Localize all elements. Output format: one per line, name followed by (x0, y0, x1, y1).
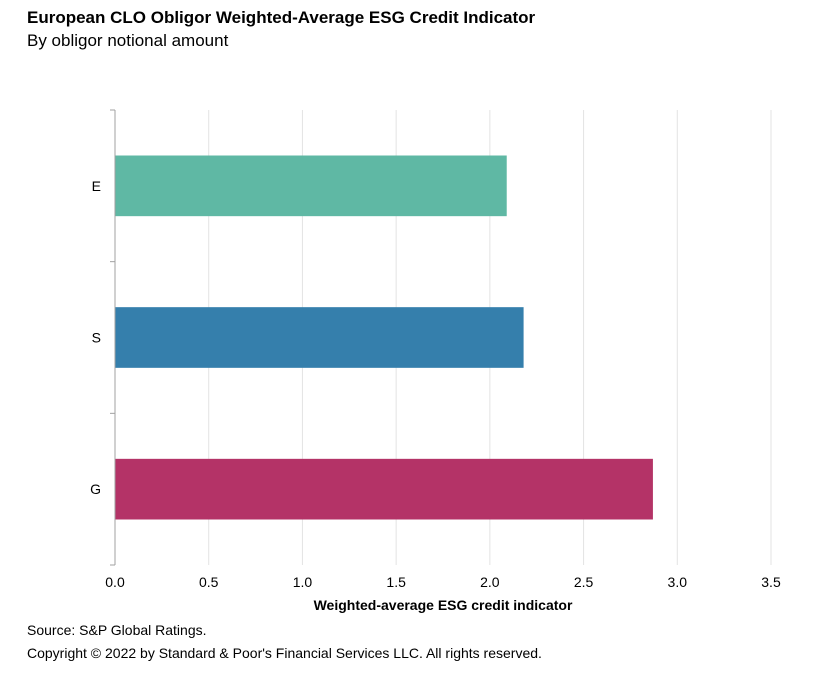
chart-title: European CLO Obligor Weighted-Average ES… (27, 8, 536, 27)
y-category-label: S (92, 330, 101, 346)
axes (110, 109, 116, 566)
x-tick-label: 1.5 (386, 574, 406, 590)
x-tick-labels: 0.0 0.5 1.0 1.5 2.0 2.5 3.0 3.5 (105, 574, 781, 590)
x-tick-label: 2.0 (480, 574, 500, 590)
x-tick-label: 0.5 (199, 574, 219, 590)
bar-s (115, 307, 524, 368)
bar-e (115, 155, 507, 217)
x-axis-label: Weighted-average ESG credit indicator (314, 597, 573, 613)
source-note: Source: S&P Global Ratings. (27, 622, 207, 638)
x-tick-label: 0.0 (105, 574, 125, 590)
x-tick-label: 3.5 (761, 574, 781, 590)
bars (115, 155, 653, 520)
chart-subtitle: By obligor notional amount (27, 31, 229, 50)
x-tick-label: 3.0 (668, 574, 688, 590)
x-tick-label: 2.5 (574, 574, 594, 590)
y-category-label: E (92, 178, 101, 194)
x-tick-label: 1.0 (293, 574, 313, 590)
y-category-label: G (90, 481, 101, 497)
y-category-labels: E S G (90, 178, 101, 497)
bar-chart: 0.0 0.5 1.0 1.5 2.0 2.5 3.0 3.5 E S G Weighted-av… (90, 109, 781, 613)
copyright-note: Copyright © 2022 by Standard & Poor's Fi… (27, 645, 542, 661)
bar-g (115, 458, 653, 520)
